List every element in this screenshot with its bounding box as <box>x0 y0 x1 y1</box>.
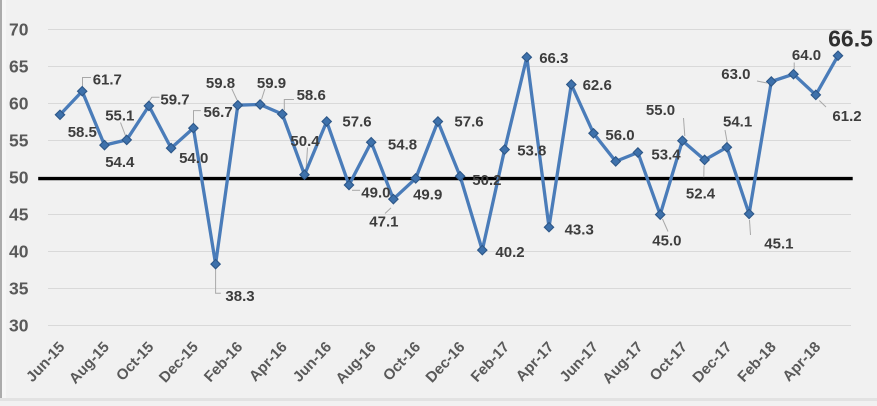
svg-text:61.2: 61.2 <box>832 108 861 125</box>
svg-text:58.6: 58.6 <box>297 87 326 104</box>
svg-text:30: 30 <box>9 316 29 336</box>
svg-text:38.3: 38.3 <box>225 288 254 305</box>
svg-text:54.0: 54.0 <box>179 150 208 167</box>
svg-text:40: 40 <box>9 242 29 262</box>
svg-text:66.3: 66.3 <box>539 50 568 67</box>
svg-text:57.6: 57.6 <box>454 114 483 131</box>
svg-text:55: 55 <box>9 131 29 151</box>
svg-text:58.5: 58.5 <box>68 124 97 141</box>
svg-text:54.8: 54.8 <box>388 137 417 154</box>
svg-text:54.1: 54.1 <box>723 114 752 131</box>
svg-text:59.8: 59.8 <box>206 75 235 92</box>
svg-text:53.4: 53.4 <box>651 147 681 164</box>
svg-text:63.0: 63.0 <box>721 66 750 83</box>
svg-text:55.1: 55.1 <box>105 108 134 125</box>
svg-text:66.5: 66.5 <box>828 26 873 52</box>
svg-text:70: 70 <box>9 20 29 40</box>
svg-text:50.4: 50.4 <box>290 133 320 150</box>
svg-text:52.4: 52.4 <box>686 185 716 202</box>
svg-text:57.6: 57.6 <box>342 114 371 131</box>
svg-text:49.9: 49.9 <box>413 187 442 204</box>
svg-text:45.0: 45.0 <box>652 233 681 250</box>
svg-text:60: 60 <box>9 94 29 114</box>
svg-text:55.0: 55.0 <box>646 102 675 119</box>
svg-text:45: 45 <box>9 205 29 225</box>
svg-text:59.9: 59.9 <box>257 75 286 92</box>
svg-text:40.2: 40.2 <box>495 244 524 261</box>
svg-text:61.7: 61.7 <box>93 71 122 88</box>
svg-text:56.7: 56.7 <box>203 104 232 121</box>
svg-text:35: 35 <box>9 279 29 299</box>
svg-text:47.1: 47.1 <box>369 214 398 231</box>
svg-text:54.4: 54.4 <box>105 154 135 171</box>
svg-text:50: 50 <box>9 168 29 188</box>
svg-text:50.2: 50.2 <box>472 172 501 189</box>
svg-text:62.6: 62.6 <box>583 77 612 94</box>
svg-text:56.0: 56.0 <box>605 127 634 144</box>
svg-text:45.1: 45.1 <box>764 235 793 252</box>
svg-text:59.7: 59.7 <box>160 91 189 108</box>
svg-text:53.8: 53.8 <box>517 142 546 159</box>
svg-text:43.3: 43.3 <box>565 221 594 238</box>
svg-text:65: 65 <box>9 57 29 77</box>
svg-text:49.0: 49.0 <box>361 185 390 202</box>
svg-text:64.0: 64.0 <box>792 47 821 64</box>
